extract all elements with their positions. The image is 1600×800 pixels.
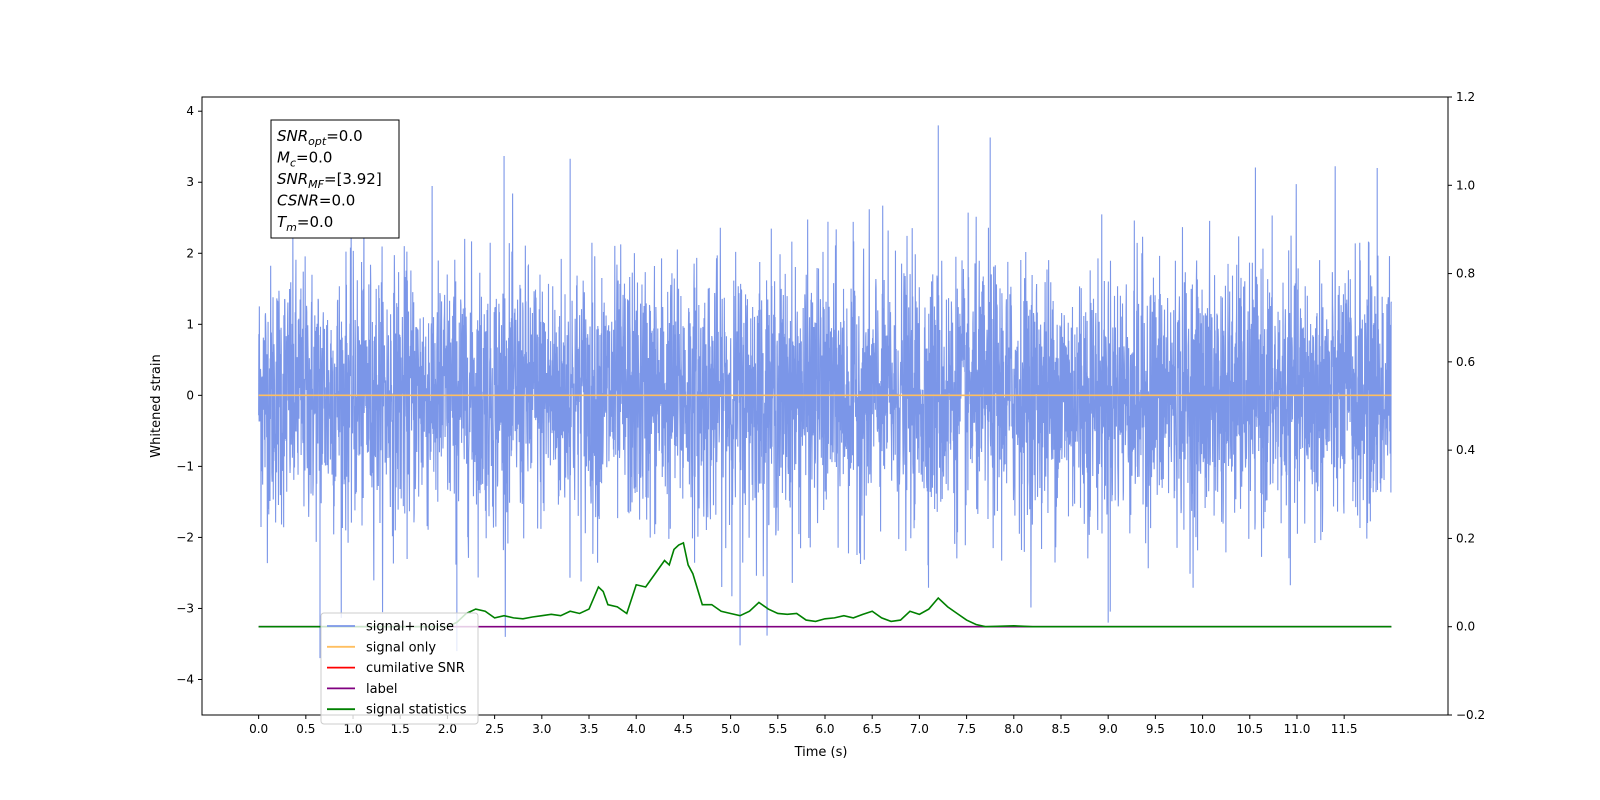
y-axis-left: 4 3 2 1 0 −1 −2 −3 −4 [176,104,202,686]
x-tick-label: 4.0 [627,722,646,736]
legend-label: signal+ noise [366,620,454,635]
y2-tick-label: 0.4 [1456,443,1475,457]
y2-tick-label: 0.6 [1456,355,1475,369]
y2-tick-label: −0.2 [1456,708,1485,722]
x-tick-label: 11.5 [1331,722,1358,736]
x-tick-label: 6.5 [863,722,882,736]
x-tick-label: 5.0 [721,722,740,736]
y-tick-label: −3 [176,601,194,615]
x-tick-label: 7.0 [910,722,929,736]
x-tick-label: 1.5 [391,722,410,736]
x-tick-label: 4.5 [674,722,693,736]
x-tick-label: 1.0 [343,722,362,736]
plot-area [258,125,1392,659]
x-tick-label: 9.5 [1146,722,1165,736]
x-tick-label: 8.5 [1051,722,1070,736]
x-tick-label: 2.5 [485,722,504,736]
legend-label: signal statistics [366,703,467,718]
legend-label: signal only [366,640,436,655]
x-tick-label: 9.0 [1099,722,1118,736]
x-tick-label: 3.5 [579,722,598,736]
legend: signal+ noise signal only cumilative SNR la… [320,612,479,725]
signal-noise-line [258,125,1392,659]
annotation-line: Tm=0.0 [277,213,333,234]
x-tick-label: 6.0 [815,722,834,736]
annotation-line: SNRMF=[3.92] [277,170,382,191]
x-tick-label: 7.5 [957,722,976,736]
y2-tick-label: 0.8 [1456,267,1475,281]
y2-tick-label: 1.0 [1456,178,1475,192]
y-tick-label: −4 [176,672,194,686]
x-tick-label: 0.0 [249,722,268,736]
x-axis: 0.0 0.5 1.0 1.5 2.0 2.5 3.0 3.5 4.0 4.5 5.0 5.5 6.0 6… [249,715,1358,736]
x-tick-label: 11.0 [1284,722,1311,736]
y-tick-label: 1 [186,317,194,331]
x-tick-label: 2.0 [438,722,457,736]
annotation-line: SNRopt=0.0 [277,127,363,148]
annotation-line: CSNR=0.0 [277,192,355,210]
y2-tick-label: 0.2 [1456,531,1475,545]
y-tick-label: 4 [186,104,194,118]
x-tick-label: 8.0 [1004,722,1023,736]
series-signal-noise [258,125,1392,659]
y2-tick-label: 1.2 [1456,90,1475,104]
y-tick-label: 3 [186,175,194,189]
y-tick-label: 0 [186,388,194,402]
legend-label: cumilative SNR [366,661,465,676]
y-axis-label: Whitened strain [149,354,164,457]
y-axis-right: 1.2 1.0 0.8 0.6 0.4 0.2 0.0 −0.2 [1448,90,1485,722]
x-tick-label: 3.0 [532,722,551,736]
legend-label: label [366,682,397,697]
x-tick-label: 10.0 [1189,722,1216,736]
y2-tick-label: 0.0 [1456,620,1475,634]
x-tick-label: 5.5 [768,722,787,736]
x-axis-label: Time (s) [794,745,848,760]
x-tick-label: 0.5 [296,722,315,736]
y-tick-label: 2 [186,246,194,260]
y-tick-label: −1 [176,459,194,473]
annotation-line: Mc=0.0 [277,149,332,170]
series-line-signal-statistics [258,541,1392,628]
x-tick-label: 10.5 [1236,722,1263,736]
y-tick-label: −2 [176,530,194,544]
